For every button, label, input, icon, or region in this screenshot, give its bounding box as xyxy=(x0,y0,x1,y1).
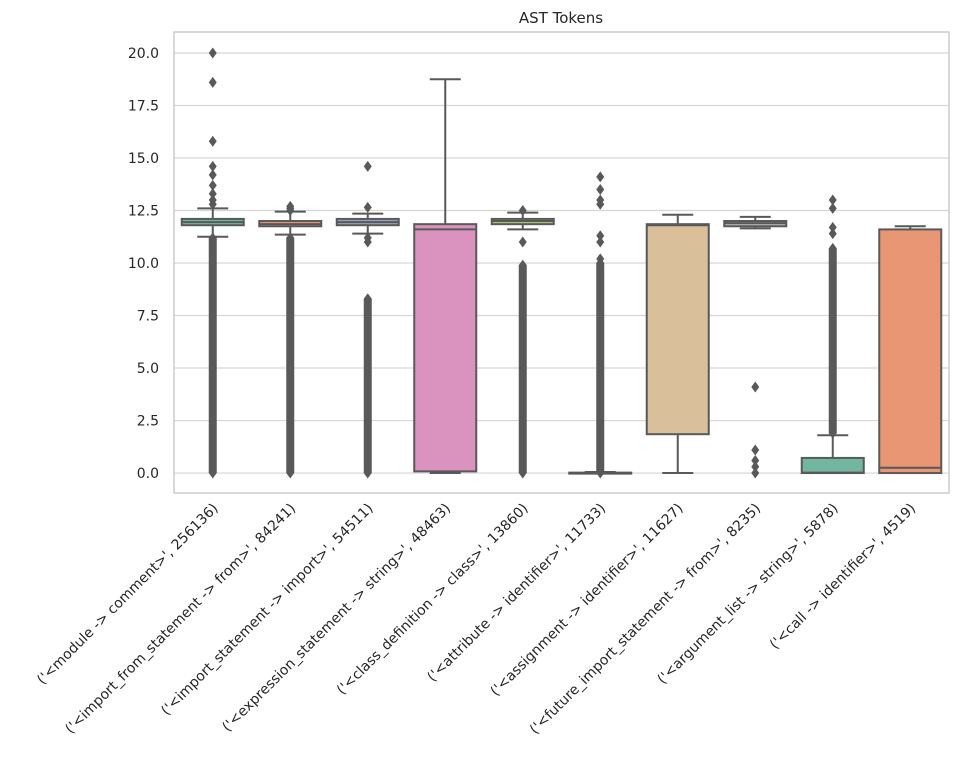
outlier-point xyxy=(208,160,217,172)
outlier-point xyxy=(208,169,217,181)
box-body xyxy=(878,228,943,475)
outlier-point xyxy=(828,242,837,254)
outlier-point xyxy=(751,467,760,479)
y-axis-ticks: 0.0 2.5 5.0 7.5 10.0 12.5 15.0 17.5 20.0 xyxy=(128,46,159,482)
outlier-point xyxy=(596,184,605,196)
box-group xyxy=(180,47,245,479)
outlier-point xyxy=(208,198,217,210)
outlier-run xyxy=(828,248,837,434)
outlier-point xyxy=(828,221,837,233)
outlier-point xyxy=(363,293,372,305)
plot-frame xyxy=(173,31,950,494)
outlier-point xyxy=(208,467,217,479)
outlier-point xyxy=(363,236,372,248)
outlier-point xyxy=(596,198,605,210)
y-tick-label: 10.0 xyxy=(128,256,159,272)
outlier-point xyxy=(828,202,837,214)
outlier-point xyxy=(596,230,605,242)
box-group xyxy=(723,215,788,479)
y-tick-label: 17.5 xyxy=(128,99,159,115)
y-tick-label: 12.5 xyxy=(128,204,159,220)
outlier-point xyxy=(518,236,527,248)
box-group xyxy=(568,171,633,479)
box-group xyxy=(490,205,555,479)
y-tick-label: 15.0 xyxy=(128,151,159,167)
outlier-run xyxy=(596,263,605,474)
outlier-point xyxy=(363,201,372,213)
outlier-point xyxy=(596,236,605,248)
box-body xyxy=(800,456,865,475)
box-group xyxy=(645,213,710,475)
outlier-point xyxy=(208,232,217,244)
boxes xyxy=(180,47,943,479)
grid-lines xyxy=(174,52,949,474)
outlier-point xyxy=(518,467,527,479)
outlier-point xyxy=(828,427,837,439)
outlier-point xyxy=(518,205,527,217)
outlier-point xyxy=(751,461,760,473)
outlier-point xyxy=(286,232,295,244)
outlier-point xyxy=(208,188,217,200)
box-group xyxy=(800,194,865,475)
outlier-run xyxy=(286,237,295,474)
outlier-point xyxy=(208,179,217,191)
box-body xyxy=(413,223,478,473)
box-group xyxy=(413,78,478,475)
outlier-point xyxy=(751,454,760,466)
box-group xyxy=(878,225,943,475)
y-tick-label: 2.5 xyxy=(137,414,159,430)
outlier-point xyxy=(208,76,217,88)
outlier-point xyxy=(596,253,605,265)
box-group xyxy=(258,200,323,479)
outlier-point xyxy=(363,160,372,172)
y-tick-label: 0.0 xyxy=(137,466,159,482)
outlier-point xyxy=(751,444,760,456)
outlier-point xyxy=(208,47,217,59)
outlier-point xyxy=(286,467,295,479)
outlier-point xyxy=(518,259,527,271)
y-tick-label: 7.5 xyxy=(137,309,159,325)
outlier-point xyxy=(828,228,837,240)
outlier-point xyxy=(751,381,760,393)
outlier-point xyxy=(208,135,217,147)
chart-title: AST Tokens xyxy=(519,9,603,27)
outlier-point xyxy=(828,194,837,206)
outlier-run xyxy=(363,298,372,474)
y-tick-label: 20.0 xyxy=(128,46,159,62)
box-body xyxy=(645,223,710,436)
outlier-run xyxy=(208,237,217,474)
box-group xyxy=(335,160,400,479)
outlier-run xyxy=(518,265,527,474)
outlier-point xyxy=(596,171,605,183)
y-tick-label: 5.0 xyxy=(137,361,159,377)
outlier-point xyxy=(363,467,372,479)
outlier-point xyxy=(286,205,295,217)
